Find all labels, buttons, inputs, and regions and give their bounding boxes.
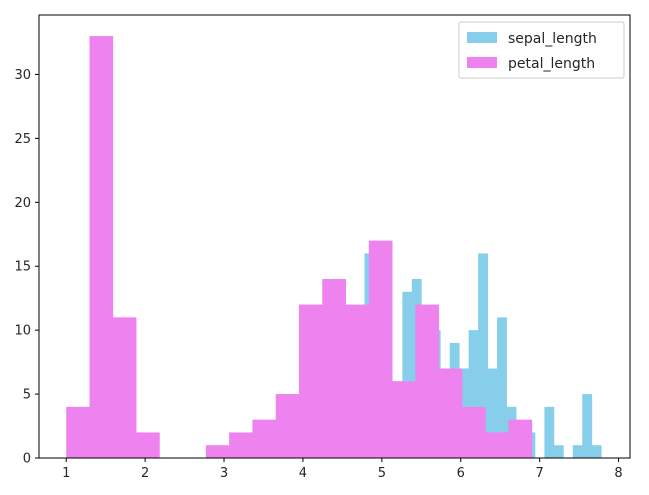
axes: 1 2 3 4 5 6 7 8 0 5 10 15 20 25 30 (14, 68, 622, 481)
y-tick-label: 5 (23, 388, 31, 403)
bar-petal-length-6 (205, 445, 230, 458)
bar-petal-length-2 (112, 317, 137, 458)
x-tick-label: 2 (141, 466, 149, 481)
bar-sepal-length-27 (582, 394, 593, 458)
bar-sepal-length-23 (544, 406, 555, 458)
y-tick-label: 10 (14, 324, 31, 339)
bars-layer (66, 36, 602, 458)
legend: sepal_length petal_length (458, 21, 625, 79)
x-tick-label: 3 (220, 466, 228, 481)
legend-box (458, 21, 625, 79)
bar-sepal-length-28 (591, 445, 602, 458)
y-tick-label: 30 (14, 68, 31, 83)
bar-petal-length-15 (415, 304, 440, 458)
legend-swatch-sepal-length (467, 32, 497, 43)
bar-petal-length-10 (298, 304, 323, 458)
y-tick-label: 0 (23, 452, 31, 467)
x-tick-label: 6 (457, 466, 465, 481)
bar-petal-length-9 (275, 394, 300, 458)
plot-area-frame (38, 14, 631, 459)
y-tick-label: 15 (14, 260, 31, 275)
bar-sepal-length-16 (478, 253, 488, 458)
bar-petal-length-0 (66, 406, 90, 458)
bar-sepal-length-24 (553, 445, 564, 458)
bar-petal-length-14 (392, 381, 416, 458)
x-tick-label: 4 (299, 466, 307, 481)
bar-petal-length-16 (438, 368, 463, 458)
bar-sepal-length-15 (468, 330, 479, 458)
legend-label-petal-length: petal_length (508, 56, 595, 72)
bar-petal-length-8 (252, 419, 277, 458)
legend-label-sepal-length: sepal_length (508, 31, 597, 47)
x-tick-label: 1 (62, 466, 70, 481)
bar-petal-length-18 (485, 432, 509, 458)
bar-sepal-length-18 (497, 317, 507, 458)
bar-petal-length-7 (229, 432, 253, 458)
bar-sepal-length-8 (402, 291, 413, 458)
bar-petal-length-19 (508, 419, 533, 458)
bar-sepal-length-26 (572, 445, 583, 458)
bar-petal-length-12 (345, 304, 370, 458)
legend-swatch-petal-length (467, 57, 497, 68)
bar-petal-length-1 (89, 36, 114, 458)
bar-petal-length-3 (136, 432, 160, 458)
bar-petal-length-13 (368, 240, 393, 458)
x-tick-label: 5 (378, 466, 386, 481)
bar-sepal-length-17 (487, 368, 498, 458)
bar-petal-length-17 (461, 406, 486, 458)
x-tick-label: 7 (536, 466, 544, 481)
y-tick-label: 25 (14, 132, 31, 147)
x-tick-label: 8 (614, 466, 622, 481)
y-tick-label: 20 (14, 196, 31, 211)
bar-petal-length-11 (322, 279, 346, 458)
